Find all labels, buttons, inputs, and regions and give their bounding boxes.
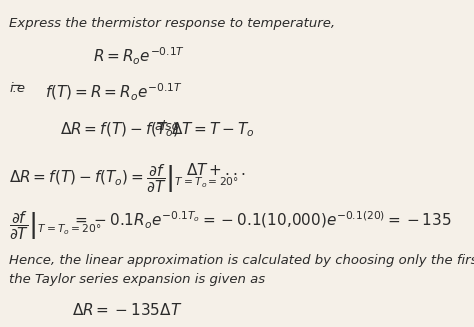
Text: also: also [155,120,180,132]
Text: Hence, the linear approximation is calculated by choosing only the first order t: Hence, the linear approximation is calcu… [9,254,474,267]
Text: $\Delta T = T - T_o$: $\Delta T = T - T_o$ [171,120,255,139]
Text: $\Delta R = f(T) - f(T_o) = \left.\dfrac{\partial f}{\partial T}\right|_{T=T_o=2: $\Delta R = f(T) - f(T_o) = \left.\dfrac… [9,162,239,195]
Text: the Taylor series expansion is given as: the Taylor series expansion is given as [9,273,265,286]
Text: i.e: i.e [9,82,25,95]
Text: $\Delta R = -135\Delta T$: $\Delta R = -135\Delta T$ [73,302,183,318]
Text: $\Delta T + ...$: $\Delta T + ...$ [186,162,246,178]
Text: $R = R_o e^{-0.1T}$: $R = R_o e^{-0.1T}$ [93,45,185,67]
Text: Express the thermistor response to temperature,: Express the thermistor response to tempe… [9,17,335,30]
Text: $f(T) = R = R_o e^{-0.1T}$: $f(T) = R = R_o e^{-0.1T}$ [45,82,182,103]
Text: $= -0.1R_o e^{-0.1T_o} = -0.1(10{,}000)e^{-0.1(20)} = -135$: $= -0.1R_o e^{-0.1T_o} = -0.1(10{,}000)e… [73,210,452,231]
Text: $\Delta R = f(T) - f(T_o)$: $\Delta R = f(T) - f(T_o)$ [60,120,179,139]
Text: $\left.\dfrac{\partial f}{\partial T}\right|_{T=T_o=20°}$: $\left.\dfrac{\partial f}{\partial T}\ri… [9,210,102,243]
